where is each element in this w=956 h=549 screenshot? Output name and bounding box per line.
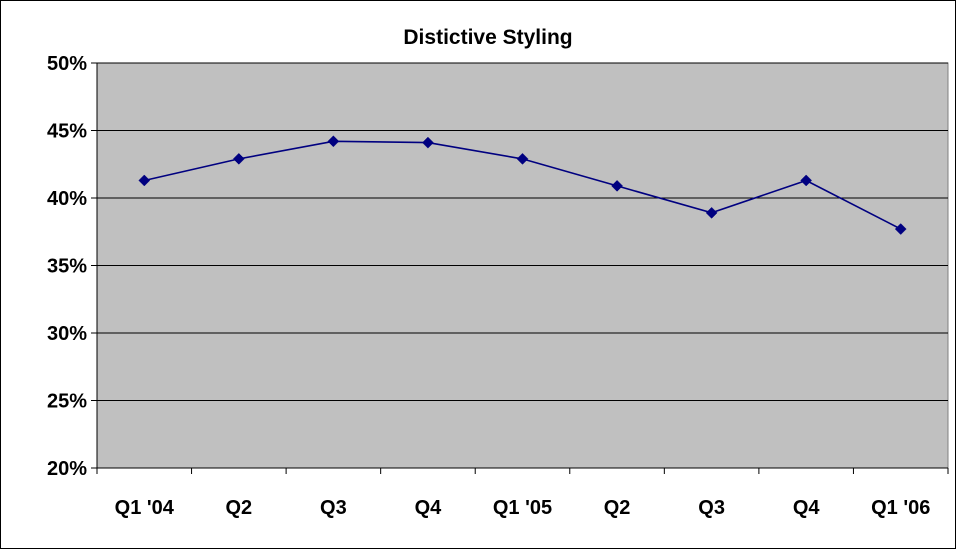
y-tick-label: 25% bbox=[47, 391, 87, 413]
x-tick-label: Q2 bbox=[225, 497, 252, 519]
x-axis-tick-labels: Q1 '04 Q2 Q3 Q4 Q1 '05 Q2 Q3 Q4 Q1 '06 bbox=[115, 497, 931, 519]
y-axis-tick-labels: 20% 25% 30% 35% 40% 45% 50% bbox=[47, 53, 87, 480]
y-tick-label: 35% bbox=[47, 256, 87, 278]
chart-title: Distictive Styling bbox=[403, 26, 572, 49]
y-tick-label: 40% bbox=[47, 188, 87, 210]
x-tick-label: Q4 bbox=[415, 497, 443, 519]
x-tick-label: Q1 '05 bbox=[493, 497, 552, 519]
data-point-marker bbox=[894, 223, 907, 235]
y-tick-label: 20% bbox=[47, 458, 87, 480]
data-point-marker bbox=[232, 152, 245, 165]
axes bbox=[91, 62, 949, 474]
data-point-marker bbox=[138, 174, 151, 187]
data-point-marker bbox=[611, 179, 623, 192]
data-point-marker bbox=[422, 136, 434, 149]
x-tick-label: Q4 bbox=[793, 497, 821, 519]
y-tick-label: 50% bbox=[47, 53, 87, 75]
data-point-marker bbox=[705, 206, 718, 219]
series-layer bbox=[138, 135, 907, 235]
x-tick-label: Q3 bbox=[320, 497, 347, 519]
x-tick-label: Q1 '04 bbox=[115, 497, 175, 519]
data-point-marker bbox=[327, 135, 340, 148]
data-point-marker bbox=[800, 174, 813, 187]
y-tick-label: 45% bbox=[47, 121, 87, 143]
x-tick-label: Q3 bbox=[698, 497, 725, 519]
x-tick-label: Q1 '06 bbox=[871, 497, 930, 519]
x-tick-label: Q2 bbox=[604, 497, 631, 519]
gridlines bbox=[97, 62, 948, 401]
y-tick-label: 30% bbox=[47, 323, 87, 345]
data-point-marker bbox=[516, 152, 529, 165]
